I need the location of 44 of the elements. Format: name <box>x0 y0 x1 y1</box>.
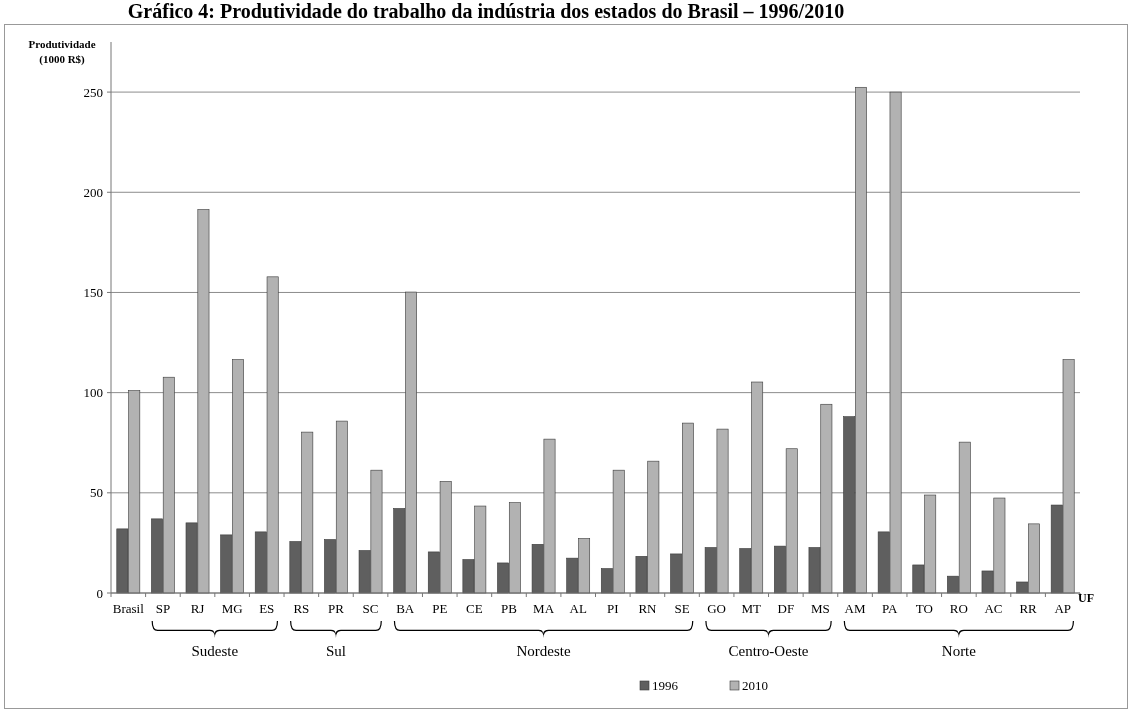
y-tick-label: 50 <box>90 485 103 501</box>
legend-label: 2010 <box>742 678 768 693</box>
x-tick-label: MT <box>741 601 762 616</box>
y-tick-label: 150 <box>83 284 103 300</box>
x-tick-label: RR <box>1019 601 1038 616</box>
x-tick-label: RS <box>293 601 310 616</box>
text: Sudeste <box>191 643 239 659</box>
y-tick-label: 0 <box>96 585 103 601</box>
legend-label: 1996 <box>652 678 679 693</box>
x-tick-label: PE <box>432 601 448 616</box>
text: Sul <box>325 643 346 659</box>
x-tick-label: Brasil <box>112 601 145 616</box>
chart-title: Gráfico 4: Produtividade do trabalho da indústria dos estados do Brasil – 1996/2010 <box>127 0 845 22</box>
text: Centro-Oeste <box>728 643 809 659</box>
text: Norte <box>941 643 977 659</box>
x-tick-label: PR <box>327 601 345 616</box>
y-tick-label: 250 <box>83 84 103 100</box>
x-tick-label: SE <box>674 601 690 616</box>
x-tick-label: AM <box>844 601 866 616</box>
x-tick-label: PI <box>607 601 619 616</box>
x-tick-label: TO <box>915 601 933 616</box>
x-tick-label: RN <box>638 601 658 616</box>
x-tick-label: BA <box>396 601 415 616</box>
x-axis-title: UF <box>1078 591 1094 605</box>
x-tick-label: ES <box>259 601 275 616</box>
y-tick-label: 100 <box>83 385 103 401</box>
x-tick-label: PB <box>501 601 518 616</box>
x-tick-label: GO <box>707 601 727 616</box>
x-tick-label: SP <box>155 601 171 616</box>
y-tick-label: 200 <box>83 184 103 200</box>
x-tick-label: DF <box>777 601 795 616</box>
x-tick-label: CE <box>466 601 483 616</box>
x-tick-label: SC <box>362 601 379 616</box>
x-tick-label: MA <box>533 601 555 616</box>
x-tick-label: MS <box>811 601 830 616</box>
text: Nordeste <box>516 643 571 659</box>
y-axis-title: Produtividade (1000 R$) <box>28 38 96 66</box>
x-tick-label: MG <box>221 601 243 616</box>
x-tick-label: PA <box>881 601 898 616</box>
x-tick-label: RJ <box>190 601 205 616</box>
x-tick-label: AL <box>569 601 587 616</box>
x-tick-label: RO <box>949 601 968 616</box>
x-tick-label: AP <box>1054 601 1072 616</box>
x-tick-label: AC <box>984 601 1003 616</box>
